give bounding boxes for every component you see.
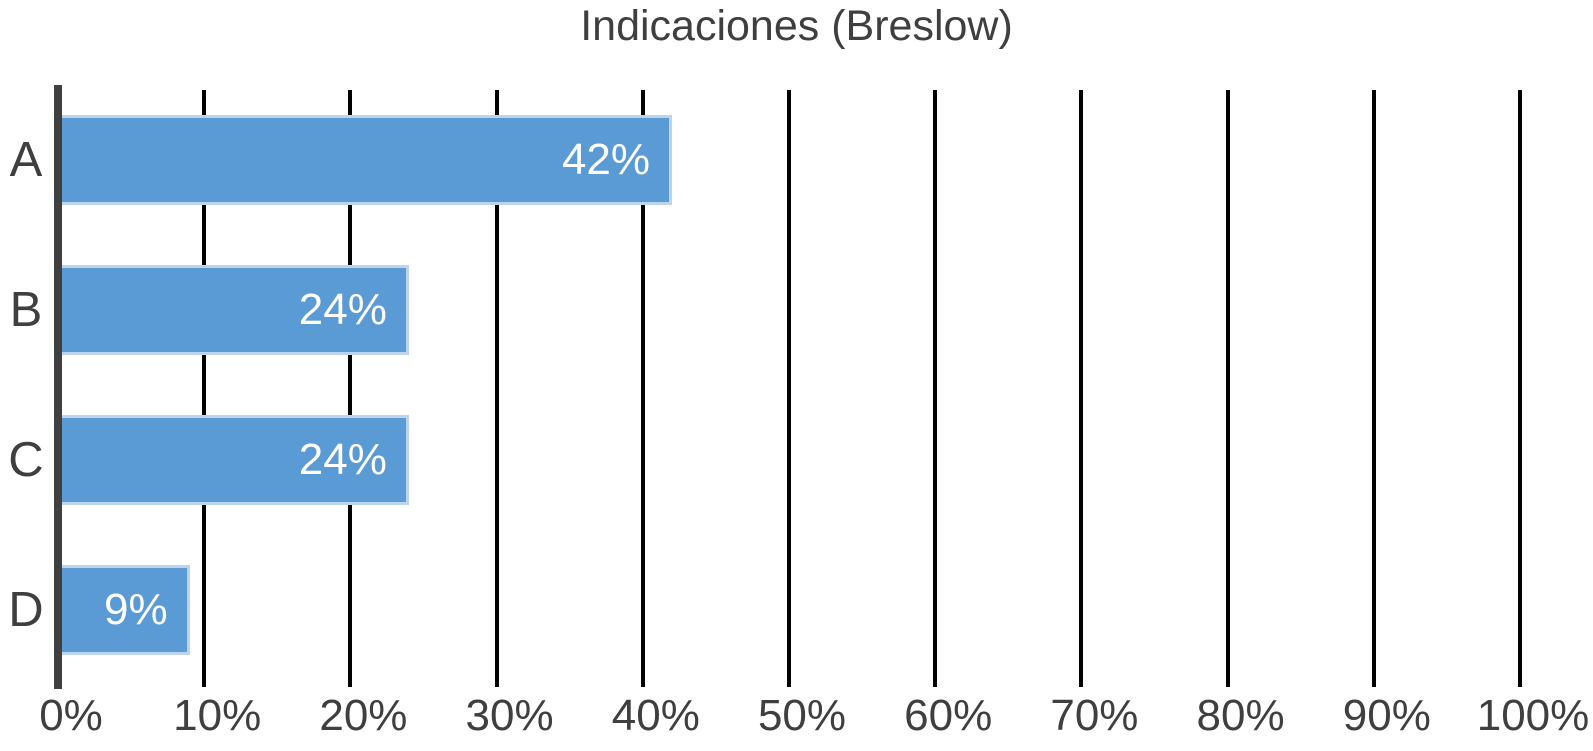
value-label: 24%: [298, 435, 387, 484]
value-label: 24%: [298, 285, 387, 334]
gridline: [640, 90, 645, 687]
gridline: [1079, 90, 1084, 687]
x-tick-label: 100%: [1476, 691, 1590, 740]
gridline: [202, 90, 207, 687]
gridline: [1518, 90, 1522, 687]
bar-a: 42%: [58, 115, 673, 205]
chart-title: Indicaciones (Breslow): [580, 2, 1013, 50]
bar-d: 9%: [58, 565, 190, 655]
x-tick-label: 90%: [1342, 691, 1431, 740]
gridline: [933, 90, 938, 687]
plot-area: 0% 10% 20% 30% 40% 50% 60% 70% 80% 90% 100% A 42% B 24…: [8, 85, 1589, 740]
x-tick-label: 70%: [1050, 691, 1139, 740]
x-tick-label: 60%: [904, 691, 993, 740]
category-label-d: D: [8, 583, 44, 637]
category-label-a: A: [9, 133, 43, 187]
x-tick-label: 30%: [465, 691, 554, 740]
gridline: [787, 90, 791, 687]
gridline: [348, 90, 353, 687]
bar-c: 24%: [58, 415, 409, 505]
x-tick-label: 10%: [173, 691, 262, 740]
category-label-c: C: [8, 433, 44, 487]
y-axis-line: [54, 85, 62, 689]
x-tick-label: 50%: [757, 691, 847, 740]
x-tick-label: 20%: [319, 691, 408, 740]
x-tick-label: 0%: [39, 691, 103, 740]
gridline: [1371, 90, 1376, 687]
category-label-b: B: [9, 283, 43, 337]
x-tick-label: 80%: [1196, 691, 1285, 740]
x-tick-label: 40%: [611, 691, 700, 740]
gridline: [1225, 90, 1230, 687]
gridline: [494, 90, 499, 687]
value-label: 9%: [103, 585, 168, 634]
bar-b: 24%: [58, 265, 409, 355]
value-label: 42%: [561, 135, 651, 184]
